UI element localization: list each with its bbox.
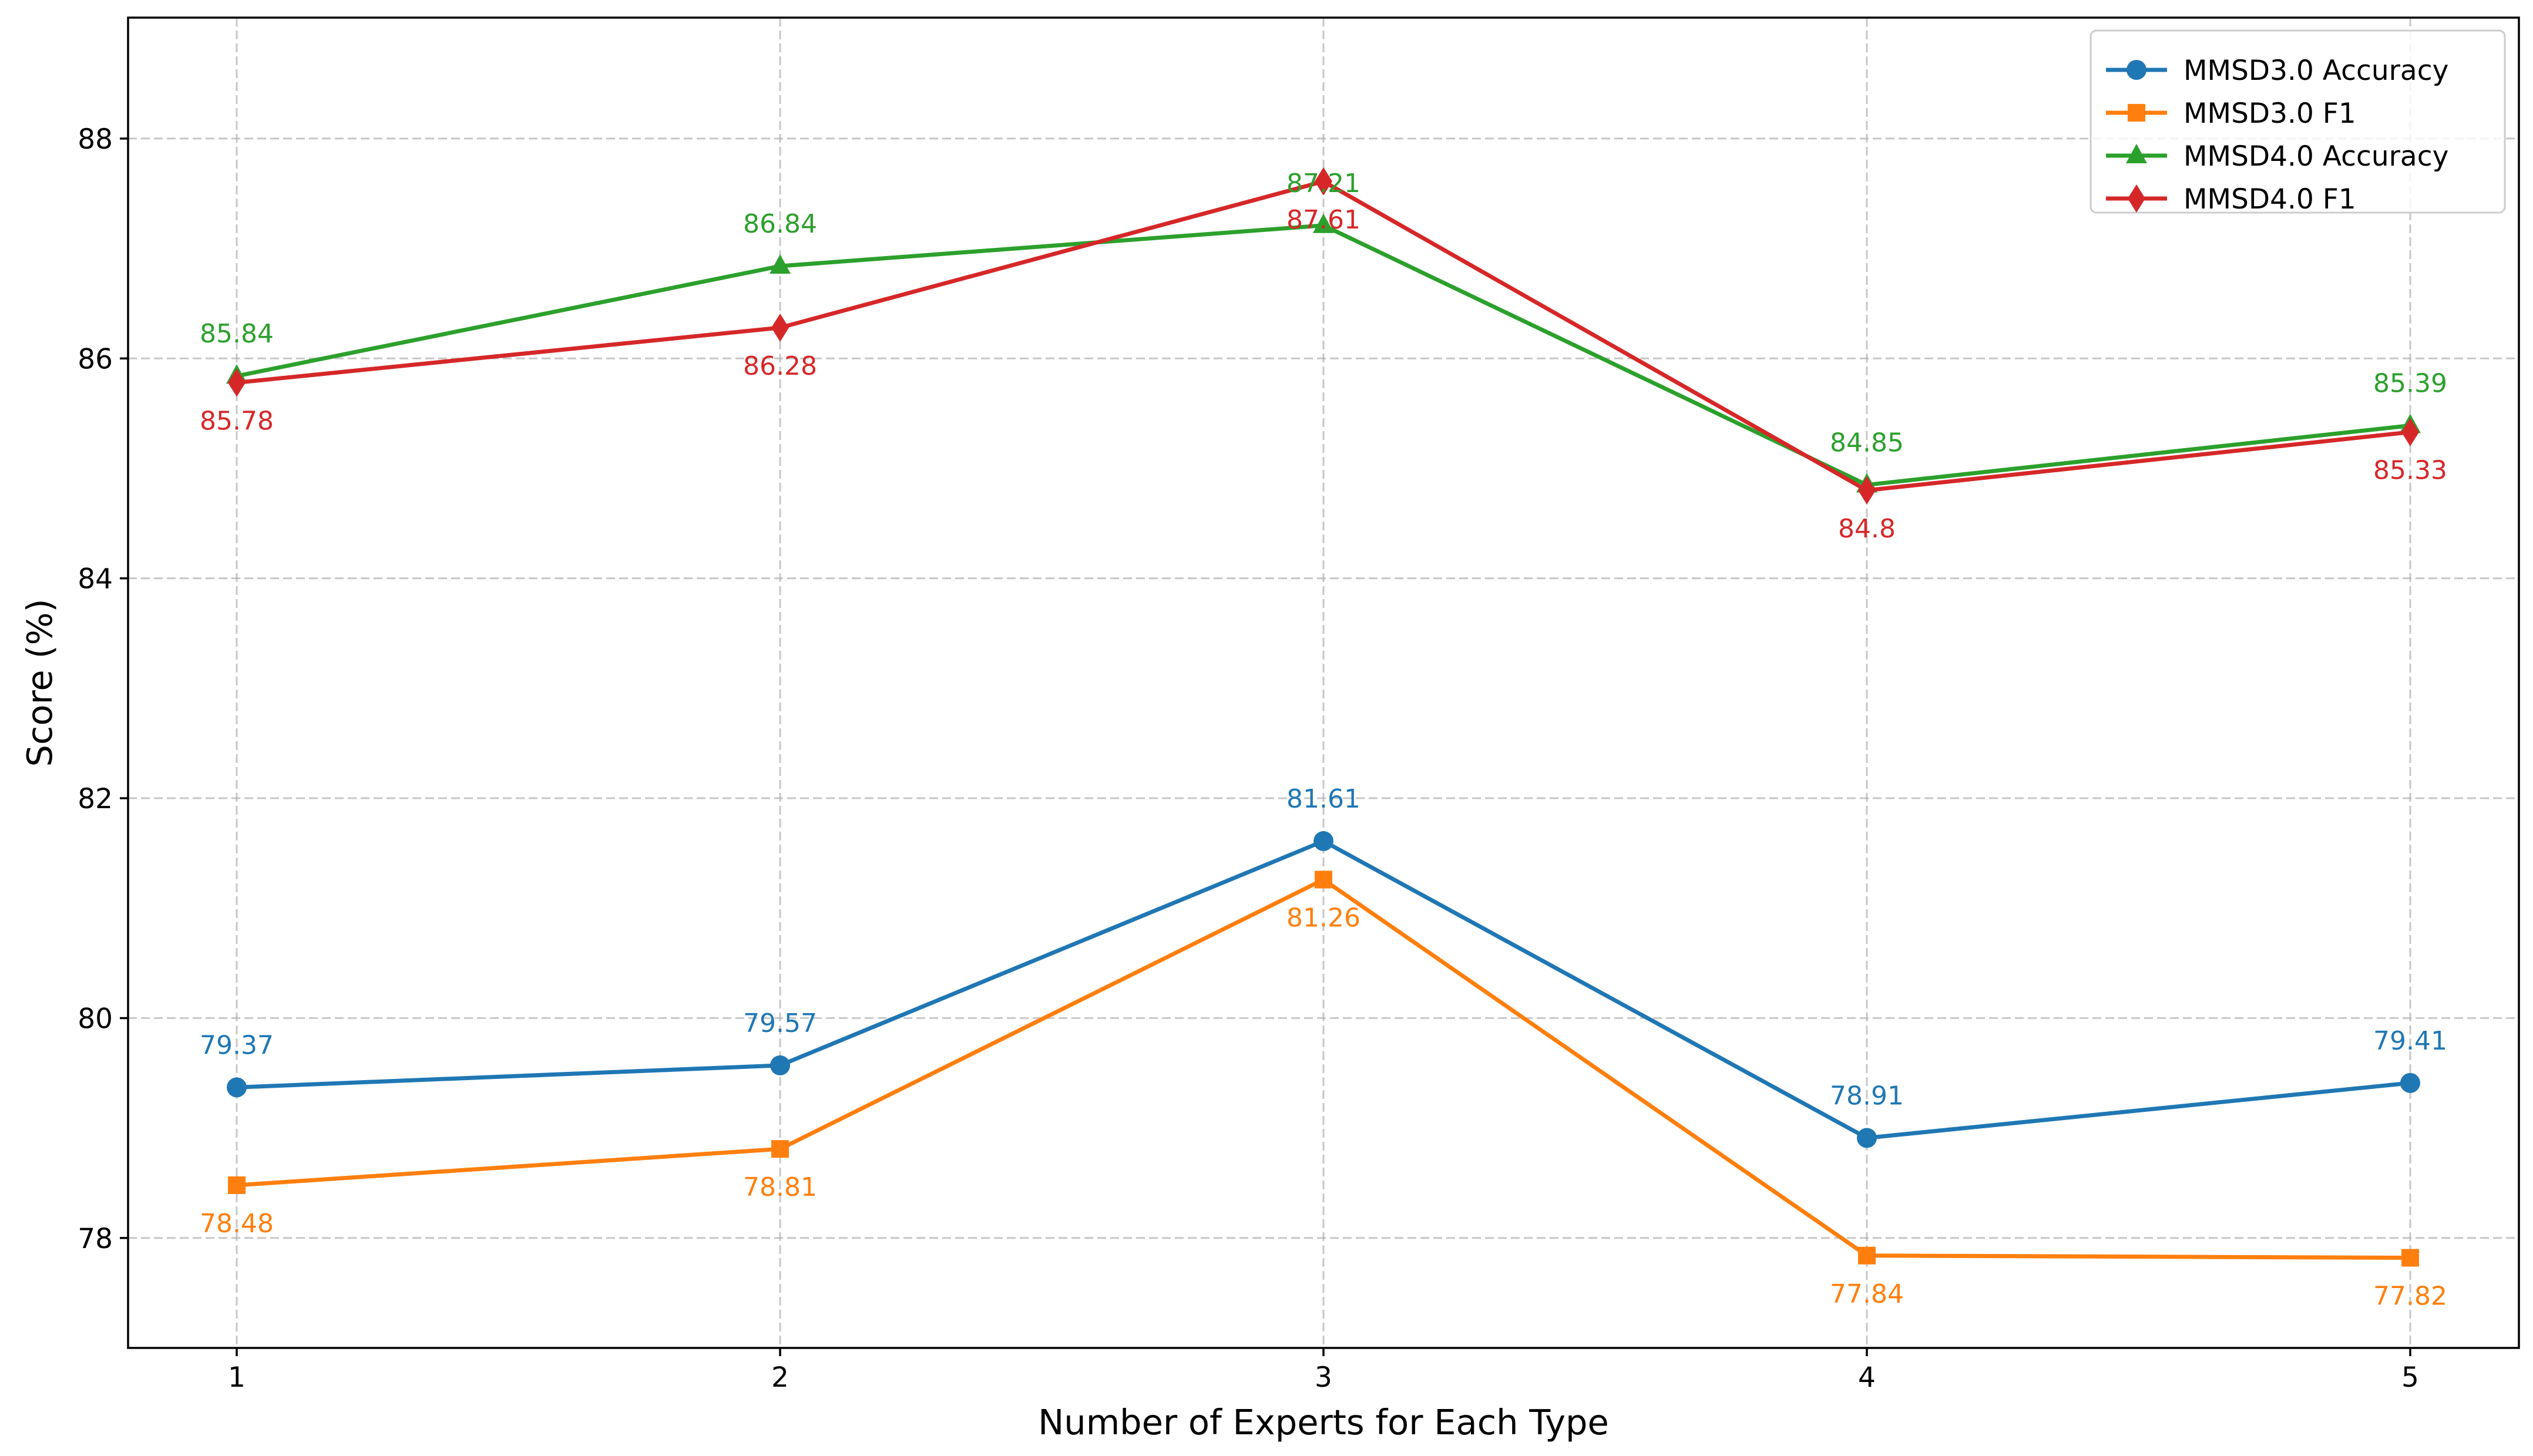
- legend-marker: [2126, 144, 2147, 163]
- mmsd3-0-f1-point: [771, 1140, 789, 1158]
- mmsd4-0-accuracy-data-label: 85.39: [2373, 368, 2447, 398]
- mmsd3-0-accuracy-data-label: 78.91: [1830, 1081, 1904, 1111]
- x-tick-label: 1: [228, 1361, 246, 1394]
- mmsd3-0-accuracy-series: [227, 831, 2420, 1148]
- mmsd4-0-accuracy-point: [1313, 213, 1334, 233]
- legend-marker: [2128, 184, 2145, 213]
- mmsd3-0-accuracy-point: [1857, 1128, 1877, 1148]
- plot-frame: [127, 16, 2520, 1349]
- mmsd4-0-accuracy-data-label: 87.21: [1286, 169, 1360, 199]
- mmsd3-0-f1-data-label: 81.26: [1286, 903, 1360, 933]
- legend-entry-mmsd4-0-f1: MMSD4.0 F1: [2106, 183, 2356, 216]
- mmsd3-0-accuracy-point: [1313, 831, 1333, 852]
- mmsd3-0-accuracy-data-label: 79.57: [743, 1008, 817, 1038]
- y-tick-label: 80: [78, 1003, 113, 1035]
- mmsd3-0-f1-data-label: 77.82: [2373, 1282, 2447, 1312]
- mmsd4-0-accuracy-data-label: 84.85: [1830, 428, 1904, 458]
- x-tick-label: 2: [771, 1361, 789, 1394]
- mmsd3-0-f1-data-label: 78.81: [743, 1172, 817, 1202]
- mmsd4-0-f1-data-label: 86.28: [743, 351, 817, 381]
- mmsd4-0-accuracy-data-label: 86.84: [743, 209, 817, 239]
- y-tick-label: 78: [78, 1223, 113, 1255]
- mmsd3-0-f1-point: [1315, 870, 1332, 889]
- x-axis-title: Number of Experts for Each Type: [1038, 1402, 1609, 1442]
- legend-label: MMSD4.0 Accuracy: [2183, 140, 2448, 173]
- legend-marker: [2126, 60, 2146, 80]
- legend-entry-mmsd3-0-f1: MMSD3.0 F1: [2106, 97, 2356, 130]
- legend: MMSD3.0 Accuracy MMSD3.0 F1 MMSD4.0 Accura…: [2089, 29, 2506, 216]
- mmsd4-0-f1-data-label: 85.78: [200, 406, 274, 436]
- mmsd3-0-f1-series: [228, 870, 2419, 1267]
- mmsd4-0-f1-point: [1858, 476, 1876, 505]
- mmsd3-0-accuracy-data-label: 81.61: [1286, 784, 1360, 814]
- y-tick-label: 82: [78, 783, 113, 815]
- y-tick-label: 86: [78, 343, 113, 375]
- mmsd3-0-f1-point: [2401, 1249, 2419, 1267]
- legend-entry-mmsd3-0-accuracy: MMSD3.0 Accuracy: [2106, 55, 2448, 87]
- legend-label: MMSD3.0 Accuracy: [2183, 55, 2448, 87]
- x-tick-label: 3: [1315, 1361, 1332, 1394]
- mmsd4-0-f1-point: [1315, 167, 1332, 196]
- mmsd4-0-accuracy-data-label: 85.84: [200, 319, 274, 349]
- mmsd3-0-f1-data-label: 78.48: [200, 1209, 274, 1239]
- mmsd3-0-accuracy-point: [770, 1055, 790, 1075]
- mmsd4-0-f1-data-label: 85.33: [2373, 456, 2447, 486]
- mmsd3-0-accuracy-point: [227, 1077, 247, 1098]
- x-tick-label: 5: [2401, 1361, 2419, 1394]
- mmsd3-0-accuracy-point: [2400, 1072, 2420, 1093]
- data-labels: 79.37 79.57 81.61 78.91 79.41 78.48 78.81 81.26…: [200, 169, 2447, 1312]
- mmsd4-0-f1-point: [771, 313, 789, 342]
- mmsd4-0-f1-data-label: 87.61: [1286, 205, 1360, 235]
- legend-entry-mmsd4-0-accuracy: MMSD4.0 Accuracy: [2106, 140, 2448, 173]
- mmsd4-0-accuracy-point: [770, 254, 791, 274]
- mmsd3-0-f1-data-label: 77.84: [1830, 1279, 1904, 1309]
- legend-label: MMSD3.0 F1: [2183, 97, 2356, 130]
- mmsd3-0-accuracy-data-label: 79.37: [200, 1030, 274, 1060]
- mmsd3-0-f1-point: [228, 1176, 246, 1194]
- y-axis-title: Score (%): [19, 598, 60, 766]
- mmsd4-0-f1-point: [228, 368, 246, 397]
- mmsd4-0-f1-series: [228, 167, 2419, 505]
- legend-label: MMSD4.0 F1: [2183, 183, 2356, 216]
- x-tick-label: 4: [1858, 1361, 1876, 1394]
- legend-box: [2089, 29, 2506, 214]
- mmsd4-0-f1-point: [2401, 418, 2419, 446]
- series-group: [226, 167, 2421, 1267]
- axes: Number of Experts for Each Type Score (%…: [19, 123, 2419, 1442]
- mmsd3-0-f1-point: [1858, 1246, 1876, 1265]
- y-tick-label: 84: [78, 563, 113, 596]
- legend-marker: [2128, 104, 2145, 122]
- y-tick-label: 88: [78, 123, 113, 156]
- mmsd4-0-f1-data-label: 84.8: [1838, 514, 1896, 544]
- mmsd3-0-accuracy-data-label: 79.41: [2373, 1026, 2447, 1056]
